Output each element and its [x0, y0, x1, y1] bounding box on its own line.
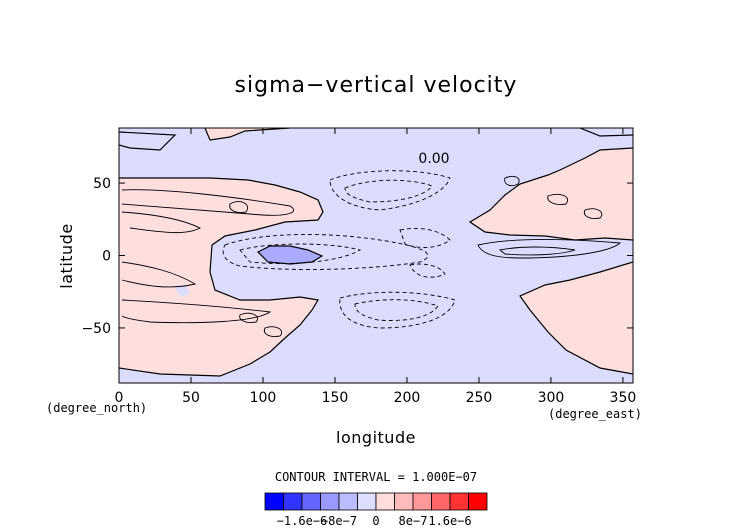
- chart-title: sigma−vertical velocity: [235, 73, 518, 98]
- plot-area: 0.00: [119, 128, 633, 383]
- x-tick-label: 200: [394, 390, 421, 406]
- colorbar-swatch: [412, 492, 432, 511]
- contour-interval-text: CONTOUR INTERVAL = 1.000E−07: [275, 470, 477, 484]
- x-tick-label: 300: [538, 390, 565, 406]
- colorbar-tick-label: −1.6e−6: [277, 514, 328, 528]
- zero-contours: [119, 128, 633, 377]
- positive-contours: [121, 175, 622, 337]
- contour-label-bg: [414, 150, 454, 166]
- x-tick-label: 50: [182, 390, 200, 406]
- x-tick-label: 0: [115, 390, 124, 406]
- y-axis: −50 0 50: [81, 176, 633, 337]
- colorbar-ticks: −1.6e−6−8e−7 0 8e−7 1.6e−6: [277, 514, 472, 528]
- negative-region: [119, 128, 633, 383]
- colorbar-swatch: [394, 492, 414, 511]
- y-tick-label: 50: [93, 176, 111, 192]
- colorbar-swatch: [320, 492, 340, 511]
- negative-blob: [580, 128, 633, 136]
- colorbar-swatch: [375, 492, 395, 511]
- colorbar-tick-label: 1.6e−6: [428, 514, 471, 528]
- contour-label: 0.00: [418, 151, 449, 167]
- colorbar-swatch: [449, 492, 469, 511]
- x-axis: 0 50 100 150 200 250 300 350: [115, 128, 637, 406]
- y-axis-label: latitude: [57, 223, 76, 288]
- negative-blob: [119, 132, 175, 150]
- colorbar-tick-label: 0: [372, 514, 379, 528]
- strong-negative-core: [258, 246, 322, 264]
- x-tick-label: 100: [250, 390, 277, 406]
- colorbar-swatch: [283, 492, 303, 511]
- x-tick-label: 150: [322, 390, 349, 406]
- colorbar-swatch: [468, 492, 488, 511]
- positive-zone-southeast: [520, 262, 633, 374]
- y-units-label: (degree_north): [46, 401, 147, 415]
- colorbar-swatch: [431, 492, 451, 511]
- y-tick-label: −50: [81, 321, 111, 337]
- x-axis-label: longitude: [336, 428, 416, 447]
- x-units-label: (degree_east): [548, 407, 642, 421]
- positive-zone-east: [470, 148, 633, 240]
- colorbar-swatch: [338, 492, 358, 511]
- colorbar-tick-label: −8e−7: [321, 514, 357, 528]
- colorbar-swatch: [301, 492, 321, 511]
- colorbar-swatch: [357, 492, 377, 511]
- negative-contours: [222, 170, 456, 329]
- x-tick-label: 350: [610, 390, 637, 406]
- colorbar: [264, 492, 488, 511]
- x-tick-label: 250: [466, 390, 493, 406]
- y-tick-label: 0: [102, 249, 111, 265]
- colorbar-swatch: [264, 492, 284, 511]
- negative-blob: [175, 284, 190, 297]
- colorbar-tick-label: 8e−7: [399, 514, 428, 528]
